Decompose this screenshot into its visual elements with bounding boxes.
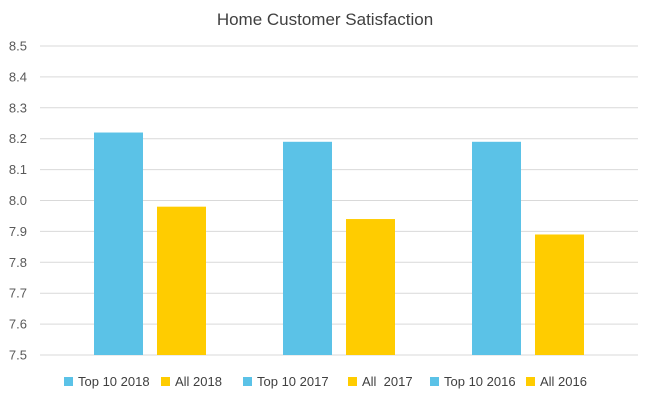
legend-entry: All 2018 — [175, 374, 222, 389]
y-tick-label: 8.0 — [9, 193, 27, 208]
y-tick-label: 7.6 — [9, 317, 27, 332]
legend-entry: Top 10 2018 — [78, 374, 150, 389]
bars — [94, 132, 584, 355]
legend-swatch — [348, 377, 357, 386]
y-tick-label: 7.9 — [9, 224, 27, 239]
y-tick-label: 8.4 — [9, 69, 27, 84]
legend-swatch — [430, 377, 439, 386]
y-tick-label: 7.8 — [9, 255, 27, 270]
y-tick-label: 8.2 — [9, 131, 27, 146]
y-tick-label: 8.3 — [9, 100, 27, 115]
legend-swatch — [161, 377, 170, 386]
legend-swatch — [64, 377, 73, 386]
chart-title: Home Customer Satisfaction — [217, 10, 433, 29]
legend-entry: All 2016 — [540, 374, 587, 389]
bar — [346, 219, 395, 355]
bar — [472, 141, 521, 355]
legend-swatch — [526, 377, 535, 386]
y-tick-label: 7.7 — [9, 286, 27, 301]
y-tick-label: 8.1 — [9, 162, 27, 177]
bar — [94, 132, 143, 355]
y-tick-label: 8.5 — [9, 39, 27, 54]
y-tick-label: 7.5 — [9, 348, 27, 363]
bar — [157, 206, 206, 355]
legend-entry: All 2017 — [362, 374, 413, 389]
legend: Top 10 2018 All 2018 Top 10 2017 All 2017 To… — [64, 374, 587, 389]
y-axis-tick-labels: 7.5 7.6 7.7 7.8 7.9 8.0 8.1 8.2 8.3 8.4 8.5 — [9, 39, 27, 363]
legend-entry: Top 10 2017 — [257, 374, 329, 389]
legend-entry: Top 10 2016 — [444, 374, 516, 389]
bar — [283, 141, 332, 355]
bar — [535, 234, 584, 355]
legend-swatch — [243, 377, 252, 386]
